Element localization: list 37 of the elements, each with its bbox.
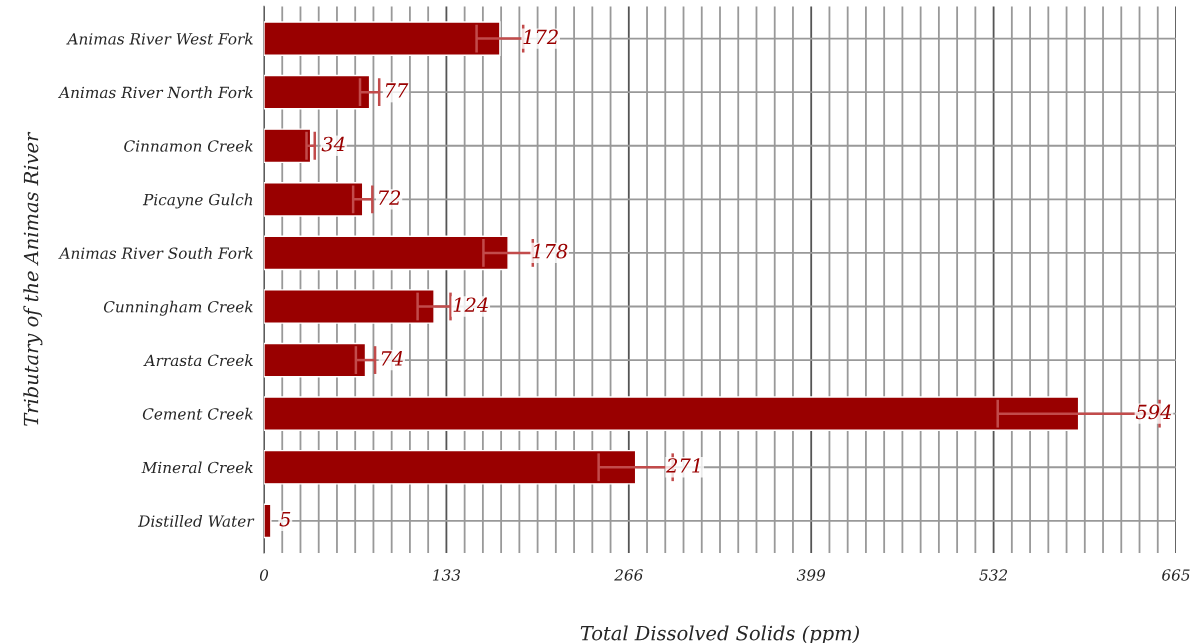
data-label: 72 <box>379 190 401 205</box>
x-tick-label: 532 <box>979 569 1008 581</box>
x-tick-label: 0 <box>259 569 269 581</box>
bar <box>264 289 435 324</box>
y-tick-label: Cunningham Creek <box>103 300 253 316</box>
y-tick-label: Animas River North Fork <box>57 86 253 99</box>
y-tick-label: Mineral Creek <box>141 461 253 474</box>
data-label: 172 <box>523 29 558 44</box>
x-tick-label: 266 <box>614 569 643 581</box>
bar <box>264 74 371 110</box>
y-tick-label: Distilled Water <box>137 515 255 527</box>
data-label: 178 <box>532 243 568 259</box>
bar <box>264 235 509 271</box>
x-tick-label: 399 <box>796 569 826 581</box>
data-label: 74 <box>381 351 403 366</box>
y-tick-label: Cinnamon Creek <box>124 139 253 152</box>
bar <box>264 21 501 56</box>
y-tick-label: Picayne Gulch <box>142 193 253 209</box>
data-label: 124 <box>453 297 488 312</box>
x-tick-label: 133 <box>432 569 461 581</box>
y-tick-label: Animas River South Fork <box>58 247 253 259</box>
bar <box>264 396 1080 431</box>
data-label: 594 <box>1135 404 1172 420</box>
bar <box>264 342 367 378</box>
data-label: 34 <box>321 136 345 152</box>
y-tick-label: Cement Creek <box>142 407 253 420</box>
bar <box>264 503 272 539</box>
y-tick-label: Animas River West Fork <box>66 32 253 45</box>
data-label: 5 <box>279 512 291 527</box>
x-tick-label: 665 <box>1162 569 1190 581</box>
bar <box>264 128 312 164</box>
y-axis-title: Tributary of the Animas River <box>23 131 43 426</box>
y-tick-label: Arrasta Creek <box>143 354 253 367</box>
data-label: 77 <box>385 83 409 98</box>
bar <box>264 449 637 485</box>
bar <box>264 182 364 217</box>
data-label: 271 <box>666 458 700 473</box>
